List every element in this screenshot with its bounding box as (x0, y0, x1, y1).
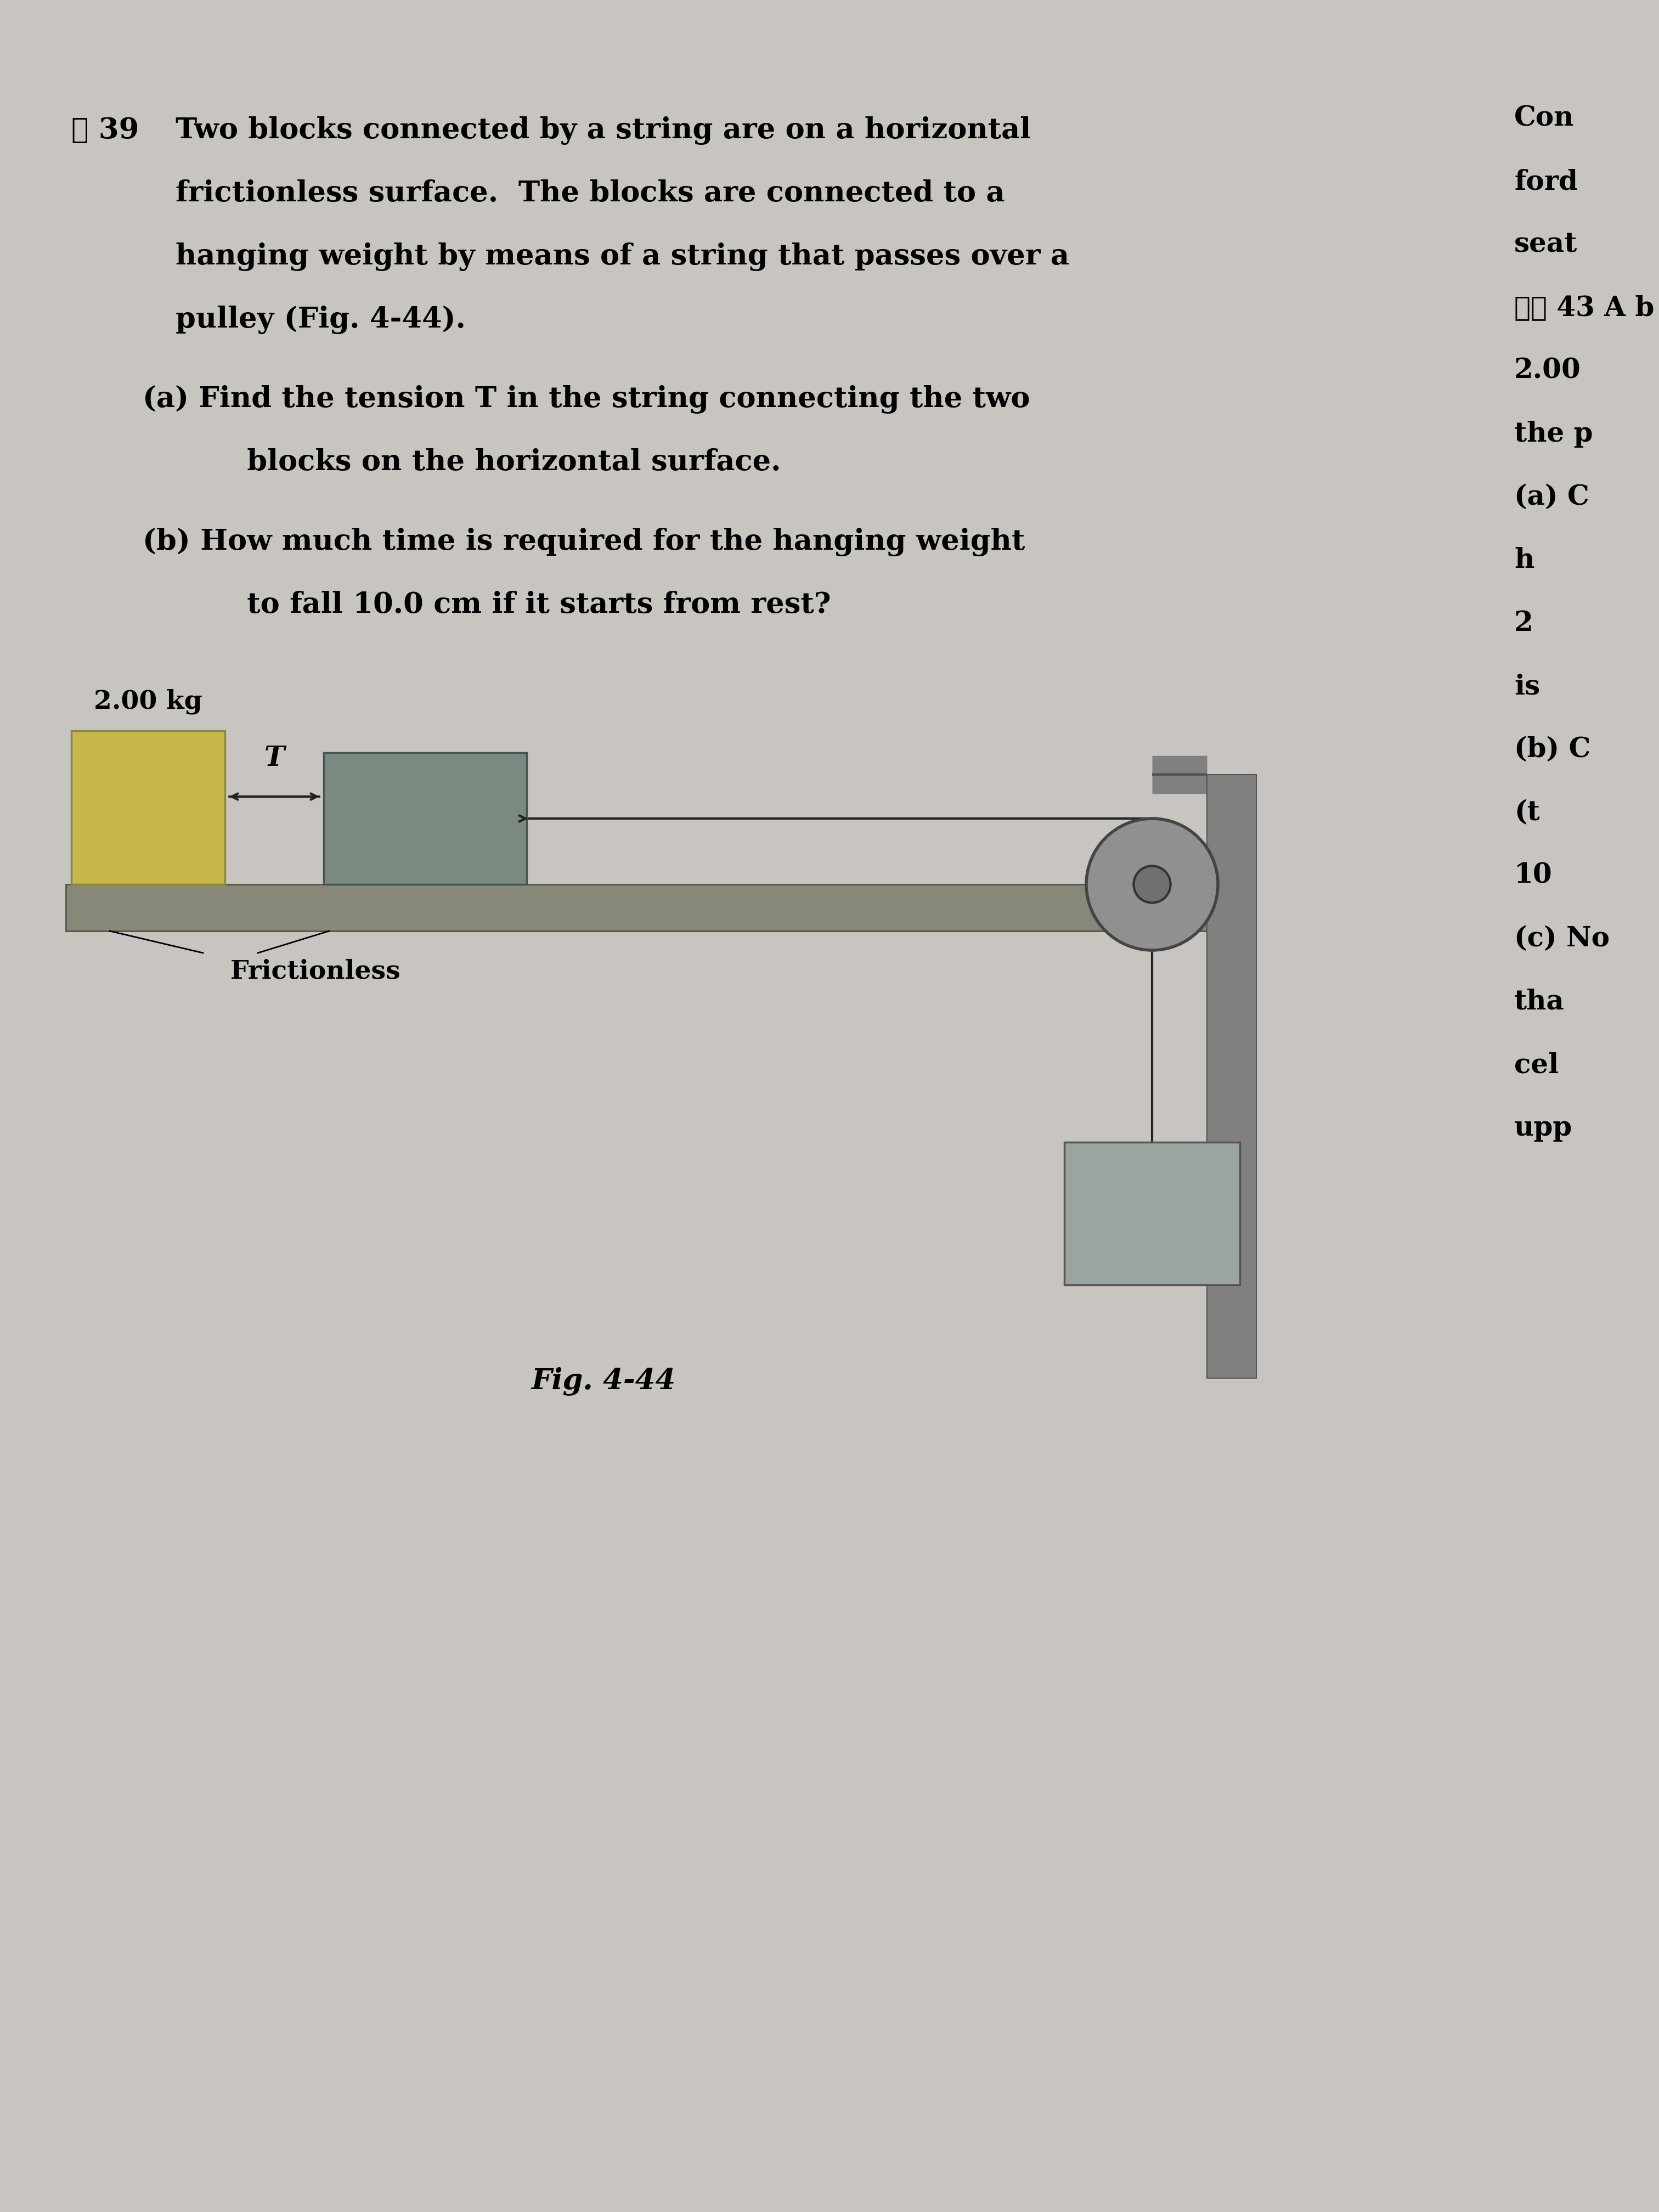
Text: (t: (t (1515, 799, 1540, 827)
Bar (324, 752, 526, 885)
Text: h: h (1515, 546, 1535, 573)
Text: upp: upp (1515, 1115, 1573, 1141)
Text: 2.00: 2.00 (1515, 358, 1581, 385)
Text: 2.00 kg: 2.00 kg (95, 688, 202, 714)
Text: T: T (264, 745, 285, 772)
Circle shape (1133, 865, 1171, 902)
Text: seat: seat (1515, 232, 1578, 259)
Text: ★★ 43 A b: ★★ 43 A b (1515, 294, 1654, 321)
Text: ford: ford (1515, 168, 1578, 195)
Bar (1208, 774, 1256, 1378)
Text: tha: tha (1515, 989, 1564, 1015)
Bar (66, 885, 1208, 931)
Text: Two blocks connected by a string are on a horizontal: Two blocks connected by a string are on … (176, 117, 1030, 144)
Text: cel: cel (1515, 1051, 1559, 1079)
Text: (a) C: (a) C (1515, 484, 1589, 511)
Text: is: is (1515, 672, 1540, 699)
Text: Frictionless: Frictionless (231, 958, 401, 984)
Text: blocks on the horizontal surface.: blocks on the horizontal surface. (186, 449, 781, 476)
Text: ★ 39: ★ 39 (71, 117, 139, 144)
Text: the p: the p (1515, 420, 1593, 447)
Text: hanging weight by means of a string that passes over a: hanging weight by means of a string that… (176, 243, 1070, 272)
Text: 5.00 kg: 5.00 kg (1098, 1201, 1206, 1225)
Text: (b) C: (b) C (1515, 737, 1591, 763)
Text: pulley (Fig. 4-44).: pulley (Fig. 4-44). (176, 305, 466, 334)
Text: 2: 2 (1515, 611, 1533, 637)
Text: 3.00 kg: 3.00 kg (372, 805, 479, 832)
Text: Con: Con (1515, 106, 1574, 133)
Text: 10: 10 (1515, 863, 1553, 889)
Circle shape (1087, 818, 1218, 951)
Text: (c) No: (c) No (1515, 925, 1609, 953)
Text: (b) How much time is required for the hanging weight: (b) How much time is required for the ha… (143, 529, 1025, 555)
Bar (1065, 1141, 1239, 1285)
Text: Fig. 4-44: Fig. 4-44 (531, 1367, 675, 1396)
Bar (71, 730, 226, 885)
Text: frictionless surface.  The blocks are connected to a: frictionless surface. The blocks are con… (176, 179, 1005, 208)
Text: (a) Find the tension T in the string connecting the two: (a) Find the tension T in the string con… (143, 385, 1030, 414)
Text: to fall 10.0 cm if it starts from rest?: to fall 10.0 cm if it starts from rest? (186, 591, 831, 619)
